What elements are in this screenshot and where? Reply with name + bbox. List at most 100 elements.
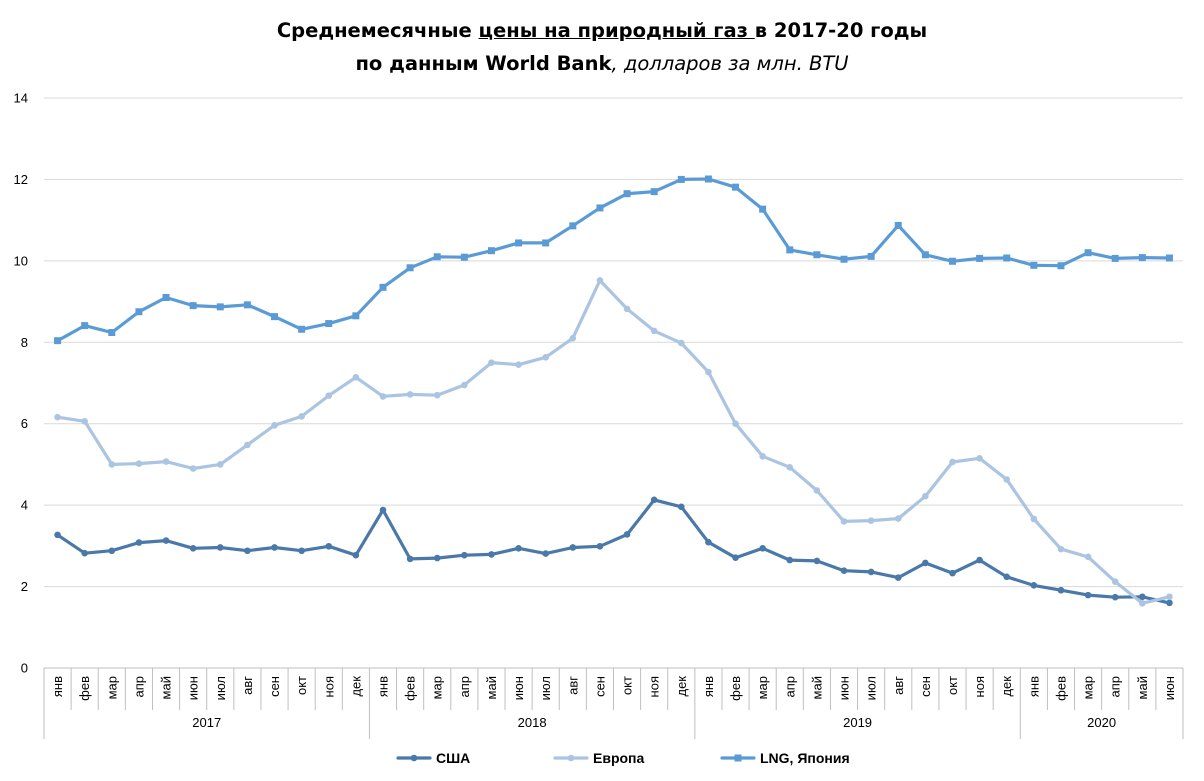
series-3 <box>54 175 1173 345</box>
data-point <box>189 545 197 552</box>
data-point <box>54 337 62 345</box>
x-tick-label-month: фев <box>403 676 418 701</box>
series-group <box>54 175 1173 607</box>
chart-title-line-2: по данным World Bank, долларов за млн. B… <box>0 47 1204 80</box>
series-2 <box>54 277 1173 607</box>
x-tick-label-month: июл <box>538 676 553 700</box>
data-point <box>704 175 712 183</box>
x-tick-label-month: окт <box>620 676 635 695</box>
data-point <box>1111 578 1119 585</box>
data-point <box>677 503 685 511</box>
x-tick-label-month: май <box>809 676 824 699</box>
data-point <box>650 327 658 335</box>
data-point <box>108 329 116 337</box>
data-point <box>1111 254 1119 262</box>
data-point <box>1003 254 1011 262</box>
data-point <box>379 393 387 400</box>
data-point <box>786 463 794 471</box>
data-point <box>1003 573 1011 581</box>
gridlines <box>44 97 1183 669</box>
data-point <box>759 452 766 460</box>
x-tick-label-month: мар <box>1081 676 1096 699</box>
title-part-3: в 2017-20 годы <box>754 19 928 42</box>
y-tick-label: 2 <box>21 579 28 594</box>
data-point <box>596 277 604 284</box>
data-point <box>1139 599 1146 607</box>
data-point <box>515 545 522 552</box>
x-tick-label-month: июн <box>1162 676 1177 700</box>
data-point <box>623 305 631 313</box>
data-point <box>1084 249 1092 257</box>
legend-item: Европа <box>553 750 645 766</box>
data-point <box>976 455 983 462</box>
x-tick-label-month: мар <box>104 676 119 699</box>
data-point <box>786 556 794 564</box>
data-point <box>515 239 523 247</box>
x-tick-label-month: сен <box>918 676 933 697</box>
x-tick-label-month: окт <box>294 676 309 695</box>
data-point <box>271 422 278 429</box>
data-point <box>325 542 333 550</box>
data-point <box>1030 261 1038 269</box>
data-point <box>461 551 468 559</box>
data-point <box>813 251 821 259</box>
data-point <box>298 413 305 420</box>
data-point <box>596 204 604 212</box>
legend-item: LNG, Япония <box>720 750 850 766</box>
data-point <box>542 354 550 361</box>
data-point <box>379 283 387 291</box>
data-point <box>216 303 224 311</box>
title-part-1: Среднемесячные <box>276 19 479 42</box>
data-point <box>813 487 821 494</box>
x-tick-label-month: авг <box>240 676 255 695</box>
data-point <box>162 537 170 544</box>
data-point <box>1084 591 1092 599</box>
x-tick-label-month: окт <box>945 676 960 695</box>
data-point <box>271 544 278 551</box>
x-tick-label-month: фев <box>728 676 743 701</box>
x-tick-label-year: 2019 <box>843 715 872 730</box>
data-point <box>1165 254 1173 262</box>
data-point <box>81 549 88 557</box>
data-point <box>569 222 577 230</box>
data-point <box>243 301 251 309</box>
series-1 <box>54 496 1173 607</box>
data-point <box>1057 586 1065 594</box>
data-point <box>650 188 658 196</box>
series-line <box>55 498 1172 605</box>
data-point <box>1057 545 1065 553</box>
data-point <box>460 253 468 261</box>
data-point <box>1003 476 1011 483</box>
y-axis: 0 2 4 6 8 10 12 14 <box>14 91 28 676</box>
data-point <box>352 551 360 559</box>
x-tick-label-month: июн <box>837 676 852 700</box>
data-point <box>840 567 848 574</box>
x-tick-label-month: апр <box>782 676 797 698</box>
legend-label: США <box>436 750 470 766</box>
x-tick-label-month: авг <box>891 676 906 695</box>
data-point <box>1084 553 1092 561</box>
data-point <box>569 544 577 551</box>
data-point <box>406 264 414 272</box>
data-point <box>1138 254 1146 262</box>
data-point <box>976 556 983 564</box>
data-point <box>379 506 387 514</box>
data-point <box>189 465 197 472</box>
x-tick-label-month: июн <box>186 676 201 700</box>
series-line <box>55 177 1172 343</box>
title-line2-bold: по данным World Bank <box>355 52 612 75</box>
data-point <box>867 252 875 260</box>
x-tick-label-month: янв <box>375 676 390 697</box>
chart-title: Среднемесячные цены на природный газ в 2… <box>0 14 1204 80</box>
x-tick-label-month: апр <box>131 676 146 698</box>
data-point <box>623 531 631 538</box>
x-tick-label-month: дек <box>674 676 689 697</box>
data-point <box>352 312 360 320</box>
x-tick-label-year: 2017 <box>192 715 221 730</box>
data-point <box>1166 599 1173 607</box>
data-point <box>949 458 956 466</box>
data-point <box>488 359 495 366</box>
y-tick-label: 6 <box>21 416 28 431</box>
data-point <box>705 538 712 546</box>
title-line2-italic: , долларов за млн. BTU <box>611 52 849 75</box>
